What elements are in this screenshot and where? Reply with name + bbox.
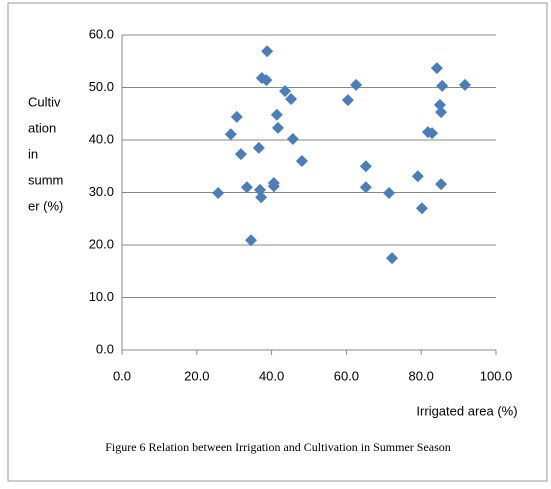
point [458,78,471,91]
y-tick-label: 20.0 [89,236,114,251]
x-axis-label: Irrigated area (%) [416,403,517,418]
y-axis-label: summ [28,172,63,187]
frame [7,2,548,482]
point [433,98,446,111]
y-axis-label: ation [28,120,56,135]
point [359,181,372,194]
y-tick-label: 30.0 [89,184,114,199]
point [386,252,399,265]
point [435,106,448,119]
y-tick-label: 50.0 [89,79,114,94]
point [270,108,283,121]
point [286,132,299,145]
point [240,181,253,194]
point [383,187,396,200]
point [230,110,243,123]
x-tick-label: 0.0 [113,368,131,383]
point [435,178,448,191]
point [252,141,265,154]
point [261,45,274,58]
point [359,160,372,173]
y-axis-label: er (%) [28,198,63,213]
x-tick-label: 40.0 [259,368,284,383]
point [341,94,354,107]
point [245,234,258,247]
y-axis-label: Cultiv [28,94,61,109]
point [279,85,292,98]
point [224,128,237,141]
y-tick-label: 0.0 [96,341,114,356]
x-tick-label: 60.0 [334,368,359,383]
point [254,183,267,196]
point [430,62,443,75]
point [426,127,439,140]
point [267,177,280,190]
y-tick-label: 40.0 [89,131,114,146]
x-tick-label: 100.0 [480,368,513,383]
point [285,93,298,106]
point [234,148,247,161]
point [411,170,424,183]
y-tick-label: 10.0 [89,289,114,304]
y-tick-label: 60.0 [89,26,114,41]
point [415,202,428,215]
x-tick-label: 20.0 [184,368,209,383]
point [436,79,449,92]
point [212,187,225,200]
x-tick-label: 80.0 [409,368,434,383]
caption: Figure 6 Relation between Irrigation and… [105,440,451,454]
point [271,121,284,134]
point [295,155,308,167]
y-axis-label: in [28,146,38,161]
point [260,74,273,87]
point [255,191,268,204]
point [350,78,363,91]
